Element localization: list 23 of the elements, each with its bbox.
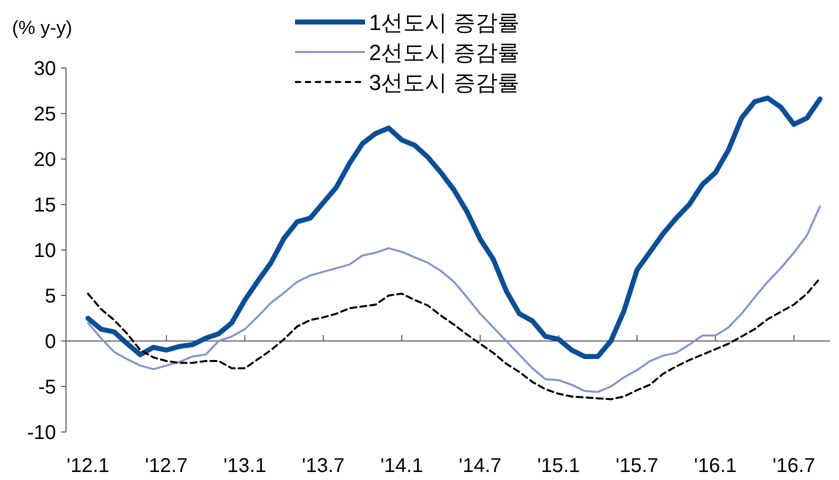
- y-tick-label: 15: [34, 194, 56, 216]
- x-tick-label: '15.1: [537, 455, 580, 477]
- x-tick-label: '15.7: [616, 455, 658, 477]
- y-tick-label: -5: [38, 376, 56, 398]
- y-tick-label: 30: [34, 58, 56, 80]
- x-tick-label: '14.1: [380, 455, 424, 477]
- x-tick-label: '14.7: [458, 455, 502, 477]
- y-tick-label: 10: [34, 240, 56, 262]
- legend-label: 3선도시 증감률: [369, 70, 520, 95]
- y-tick-label: -10: [27, 422, 56, 444]
- y-axis-title: (% y-y): [12, 18, 72, 39]
- y-tick-label: 20: [34, 149, 56, 171]
- x-tick-label: '13.7: [302, 455, 345, 477]
- x-tick-label: '16.7: [772, 455, 816, 477]
- y-tick-label: 5: [44, 286, 56, 308]
- x-tick-label: '12.7: [145, 455, 188, 477]
- x-tick-label: '16.1: [694, 455, 737, 477]
- legend-label: 1선도시 증감률: [369, 10, 520, 35]
- y-tick-label: 25: [34, 104, 56, 126]
- x-tick-label: '12.1: [66, 455, 110, 477]
- legend-label: 2선도시 증감률: [369, 40, 520, 65]
- x-tick-label: '13.1: [223, 455, 266, 477]
- y-tick-label: 0: [44, 331, 56, 353]
